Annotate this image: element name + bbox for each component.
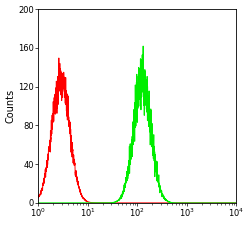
Y-axis label: Counts: Counts — [6, 89, 16, 123]
